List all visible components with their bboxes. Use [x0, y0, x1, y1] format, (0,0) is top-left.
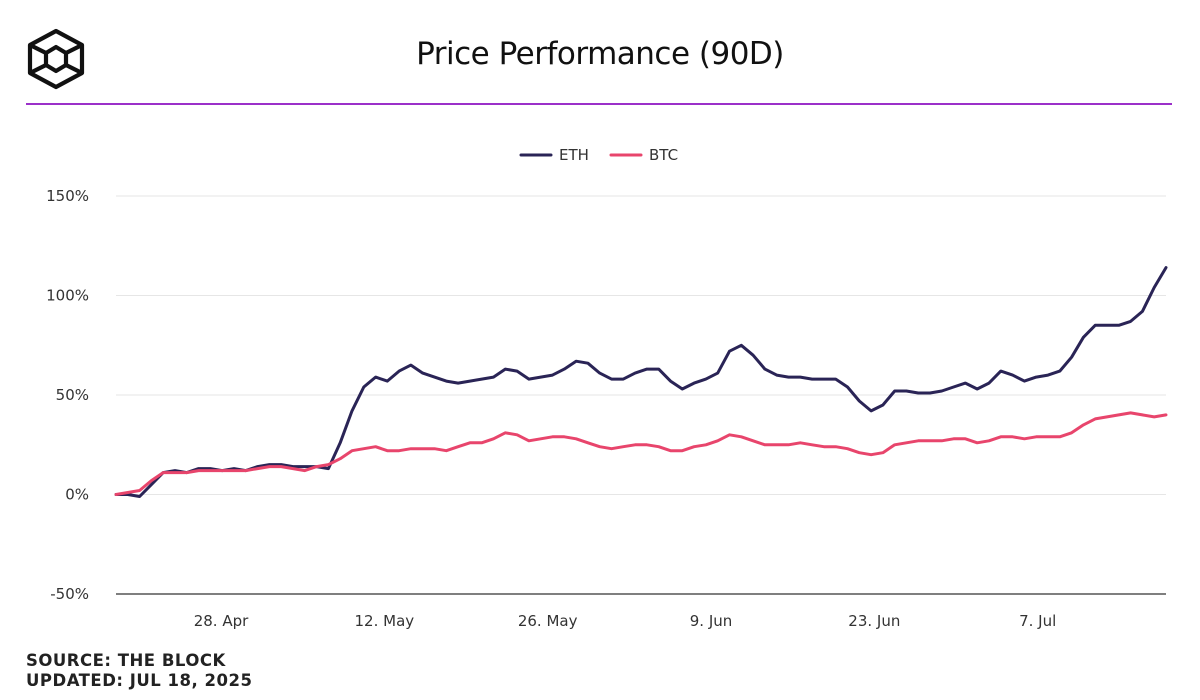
chart-grid: [116, 195, 1166, 595]
legend-label-btc[interactable]: BTC: [649, 146, 678, 164]
series-line-btc: [114, 411, 1168, 496]
y-tick-label: 100%: [46, 287, 89, 305]
x-tick-label: 23. Jun: [848, 612, 900, 630]
x-tick-label: 28. Apr: [194, 612, 249, 630]
series-line-eth: [114, 266, 1168, 498]
x-tick-label: 12. May: [355, 612, 415, 630]
source-label: SOURCE: THE BLOCK: [26, 651, 226, 670]
chart-footer: SOURCE: THE BLOCK UPDATED: JUL 18, 2025: [26, 651, 252, 691]
updated-label: UPDATED: JUL 18, 2025: [26, 671, 253, 690]
the-block-logo-icon: [27, 28, 85, 90]
y-axis-ticks: 150% 100% 50% 0% -50%: [46, 187, 89, 603]
legend-label-eth[interactable]: ETH: [559, 146, 589, 164]
chart-series: [114, 266, 1168, 498]
price-performance-chart: 150% 100% 50% 0% -50% 28. Apr 12. May 26. May 9…: [46, 146, 1168, 630]
y-tick-label: 0%: [65, 486, 89, 504]
x-tick-label: 9. Jun: [690, 612, 733, 630]
y-tick-label: 50%: [56, 386, 89, 404]
page-title: Price Performance (90D): [416, 36, 784, 72]
x-axis-ticks: 28. Apr 12. May 26. May 9. Jun 23. Jun 7. Jul: [194, 612, 1057, 630]
header-divider: [26, 103, 1172, 105]
y-tick-label: -50%: [50, 585, 89, 603]
x-tick-label: 26. May: [518, 612, 578, 630]
chart-legend: ETH BTC: [519, 146, 678, 164]
x-tick-label: 7. Jul: [1019, 612, 1056, 630]
y-tick-label: 150%: [46, 187, 89, 205]
